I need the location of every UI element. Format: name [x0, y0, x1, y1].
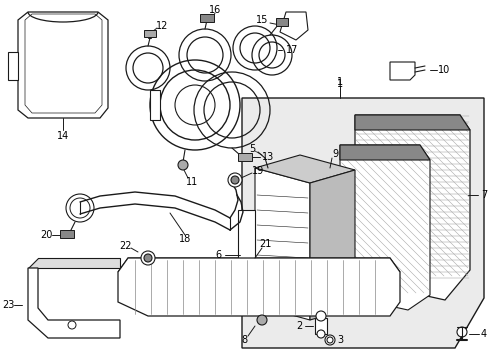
Text: 5: 5 [248, 144, 255, 154]
Polygon shape [389, 62, 414, 80]
Polygon shape [354, 115, 469, 130]
Text: 9: 9 [331, 149, 337, 159]
Text: 1: 1 [336, 79, 343, 89]
Polygon shape [238, 210, 254, 265]
Circle shape [326, 337, 332, 343]
Polygon shape [118, 258, 399, 316]
Text: 13: 13 [262, 152, 274, 162]
Text: 18: 18 [179, 234, 191, 244]
Bar [143, 30, 156, 37]
Text: 8: 8 [241, 335, 246, 345]
Circle shape [257, 315, 266, 325]
Polygon shape [339, 145, 429, 160]
Text: 14: 14 [57, 131, 69, 141]
Text: 1: 1 [336, 77, 343, 87]
Polygon shape [8, 52, 18, 80]
Bar [275, 18, 287, 26]
Text: 4: 4 [480, 329, 486, 339]
Text: 22: 22 [119, 241, 131, 251]
Text: 21: 21 [258, 239, 271, 249]
Circle shape [227, 173, 242, 187]
Bar [314, 318, 326, 334]
Bar [60, 230, 74, 238]
Circle shape [143, 254, 152, 262]
Bar [200, 14, 214, 22]
Text: 7: 7 [480, 190, 486, 200]
Circle shape [178, 160, 187, 170]
Circle shape [316, 330, 325, 338]
Polygon shape [280, 12, 307, 40]
Polygon shape [354, 115, 469, 300]
Polygon shape [254, 168, 309, 320]
Polygon shape [118, 258, 399, 272]
Text: 15: 15 [255, 15, 267, 25]
Polygon shape [242, 98, 483, 348]
Circle shape [141, 251, 155, 265]
Circle shape [456, 327, 466, 337]
Polygon shape [339, 145, 429, 310]
Bar [238, 153, 251, 161]
Polygon shape [28, 268, 120, 338]
Text: 20: 20 [40, 230, 52, 240]
Text: 23: 23 [2, 300, 14, 310]
Text: 17: 17 [285, 45, 298, 55]
Text: 19: 19 [251, 166, 264, 176]
Text: 3: 3 [336, 335, 343, 345]
Text: 10: 10 [437, 65, 449, 75]
Polygon shape [28, 258, 120, 268]
Polygon shape [309, 170, 354, 320]
Text: 2: 2 [295, 321, 302, 331]
Text: 6: 6 [215, 250, 221, 260]
Circle shape [315, 311, 325, 321]
Text: 12: 12 [156, 21, 168, 31]
Text: 16: 16 [208, 5, 221, 15]
Text: 11: 11 [185, 177, 198, 187]
Polygon shape [150, 90, 160, 120]
Polygon shape [18, 12, 108, 118]
Polygon shape [254, 155, 354, 183]
Circle shape [325, 335, 334, 345]
Circle shape [230, 176, 239, 184]
